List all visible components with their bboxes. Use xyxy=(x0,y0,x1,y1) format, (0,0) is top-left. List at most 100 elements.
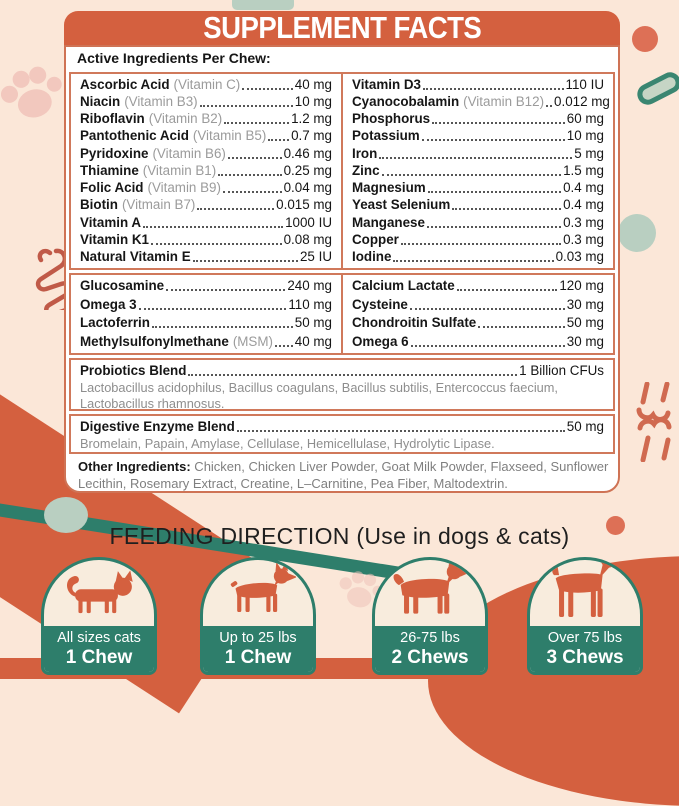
medium-dog-icon xyxy=(393,560,470,614)
ingredient-row: Zinc 1.5 mg xyxy=(352,163,604,179)
ingredient-row: Potassium 10 mg xyxy=(352,128,604,144)
ingredient-name: Vitamin K1 xyxy=(80,232,149,248)
ingredient-name: Phosphorus xyxy=(352,111,431,127)
ingredient-note: (Vitamin B9) xyxy=(147,180,221,196)
dotted-leader xyxy=(546,104,553,107)
badge-arch xyxy=(375,560,485,626)
badge-label: All sizes cats 1 Chew xyxy=(44,626,154,672)
ingredient-amount: 0.3 mg xyxy=(563,214,604,230)
ingredient-name: Copper xyxy=(352,232,399,248)
actives-table-left-column: Glucosamine 240 mg Omega 3 110 mg Lactof… xyxy=(71,275,341,353)
dotted-leader xyxy=(393,260,554,263)
ingredient-name: Thiamine xyxy=(80,162,139,178)
ingredient-note: (Vitamin B12) xyxy=(463,93,545,109)
ingredient-note: (MSM) xyxy=(232,333,273,349)
active-ingredients-label: Active Ingredients Per Chew: xyxy=(77,50,271,66)
ingredient-amount: 30 mg xyxy=(566,333,604,349)
ingredient-note: (Vitamin B6) xyxy=(152,145,226,161)
dotted-leader xyxy=(192,260,298,263)
ingredient-name: Cysteine xyxy=(352,296,408,312)
ingredient-note: (Vitamin B5) xyxy=(192,128,267,144)
vitamins-table-right-column: Vitamin D3 110 IU Cyanocobalamin (Vitami… xyxy=(341,74,613,268)
ingredient-amount: 0.7 mg xyxy=(291,128,332,144)
badge-arch xyxy=(203,560,313,626)
ingredient-note: (Vitamin B2) xyxy=(148,111,223,127)
blend-name: Probiotics Blend xyxy=(80,363,187,378)
supplement-facts-panel: Active Ingredients Per Chew: Ascorbic Ac… xyxy=(64,45,620,493)
ingredient-name: Omega 6 xyxy=(352,333,409,349)
ingredient-row: Yeast Selenium 0.4 mg xyxy=(352,197,604,213)
ingredient-row: Chondroitin Sulfate 50 mg xyxy=(352,315,604,331)
ingredient-name: Pyridoxine xyxy=(80,145,149,161)
ingredient-name: Folic Acid xyxy=(80,180,144,196)
dotted-leader xyxy=(150,243,282,246)
cat-icon xyxy=(67,570,133,614)
pill-shape-top xyxy=(232,0,294,10)
ingredient-name: Vitamin A xyxy=(80,214,142,230)
ingredient-amount: 120 mg xyxy=(559,278,604,294)
vitamins-table-left-column: Ascorbic Acid (Vitamin C) 40 mg Niacin (… xyxy=(71,74,341,268)
feeding-badge-large-dogs: Over 75 lbs 3 Chews xyxy=(527,557,643,675)
dotted-leader xyxy=(199,104,293,107)
supplement-facts-header: SUPPLEMENT FACTS xyxy=(64,11,620,45)
ingredient-name: Niacin xyxy=(80,93,121,109)
badge-label: Up to 25 lbs 1 Chew xyxy=(203,626,313,672)
vitamins-table: Ascorbic Acid (Vitamin C) 40 mg Niacin (… xyxy=(69,72,615,270)
ingredient-row: Natural Vitamin E 25 IU xyxy=(80,249,332,265)
ingredient-row: Glucosamine 240 mg xyxy=(80,278,332,294)
ingredient-row: Vitamin A 1000 IU xyxy=(80,215,332,231)
dotted-leader xyxy=(400,243,562,246)
dotted-leader xyxy=(227,156,282,159)
dotted-leader xyxy=(166,289,286,292)
ingredient-amount: 0.08 mg xyxy=(283,232,332,248)
feeding-badge-medium-dogs: 26-75 lbs 2 Chews xyxy=(372,557,488,675)
ingredient-row: Cysteine 30 mg xyxy=(352,297,604,313)
badge-dose-text: 3 Chews xyxy=(546,647,624,668)
ingredient-name: Methylsulfonylmethane xyxy=(80,333,229,349)
dotted-leader xyxy=(151,326,293,329)
ingredient-amount: 0.04 mg xyxy=(283,180,332,196)
ingredient-amount: 50 mg xyxy=(566,315,604,331)
orange-dot-decoration xyxy=(632,26,658,52)
ingredient-row: Methylsulfonylmethane (MSM) 40 mg xyxy=(80,334,332,350)
ingredient-amount: 5 mg xyxy=(574,145,604,161)
blend-name: Digestive Enzyme Blend xyxy=(80,419,235,434)
ingredient-row: Manganese 0.3 mg xyxy=(352,215,604,231)
dotted-leader xyxy=(427,191,562,194)
ingredient-row: Pantothenic Acid (Vitamin B5) 0.7 mg xyxy=(80,128,332,144)
page-title: SUPPLEMENT FACTS xyxy=(203,10,481,45)
badge-size-text: 26-75 lbs xyxy=(400,630,460,646)
ingredient-name: Biotin xyxy=(80,197,118,213)
paw-print-icon xyxy=(0,66,62,118)
blend-header-row: Digestive Enzyme Blend 50 mg xyxy=(80,419,604,435)
dotted-leader xyxy=(456,289,558,292)
ingredient-name: Riboflavin xyxy=(80,111,145,127)
blend-amount: 1 Billion CFUs xyxy=(519,363,604,378)
ingredient-amount: 0.03 mg xyxy=(555,249,604,265)
dotted-leader xyxy=(410,344,565,347)
ingredient-name: Cyanocobalamin xyxy=(352,93,460,109)
dotted-leader xyxy=(222,191,282,194)
probiotics-blend-box: Probiotics Blend 1 Billion CFUs Lactobac… xyxy=(69,358,615,411)
ingredient-amount: 40 mg xyxy=(294,76,332,92)
ingredient-name: Magnesium xyxy=(352,180,426,196)
ingredient-name: Chondroitin Sulfate xyxy=(352,315,477,331)
ingredient-amount: 0.012 mg xyxy=(554,93,610,109)
ingredient-row: Vitamin D3 110 IU xyxy=(352,77,604,93)
ingredient-row: Ascorbic Acid (Vitamin C) 40 mg xyxy=(80,77,332,93)
capsule-pill-icon xyxy=(633,68,679,109)
badge-arch xyxy=(530,560,640,626)
other-ingredients-label: Other Ingredients: xyxy=(78,459,191,474)
badge-dose-text: 1 Chew xyxy=(224,647,292,668)
ingredient-row: Calcium Lactate 120 mg xyxy=(352,278,604,294)
actives-table: Glucosamine 240 mg Omega 3 110 mg Lactof… xyxy=(69,273,615,355)
dotted-leader xyxy=(274,344,293,347)
ingredient-amount: 30 mg xyxy=(566,296,604,312)
dotted-leader xyxy=(218,173,282,176)
ingredient-amount: 0.25 mg xyxy=(283,162,332,178)
ingredient-name: Yeast Selenium xyxy=(352,197,451,213)
blend-amount: 50 mg xyxy=(566,419,604,434)
large-dog-icon xyxy=(552,560,624,617)
sage-ellipse-decoration xyxy=(44,497,88,533)
feeding-direction-title: FEEDING DIRECTION (Use in dogs & cats) xyxy=(109,523,570,549)
